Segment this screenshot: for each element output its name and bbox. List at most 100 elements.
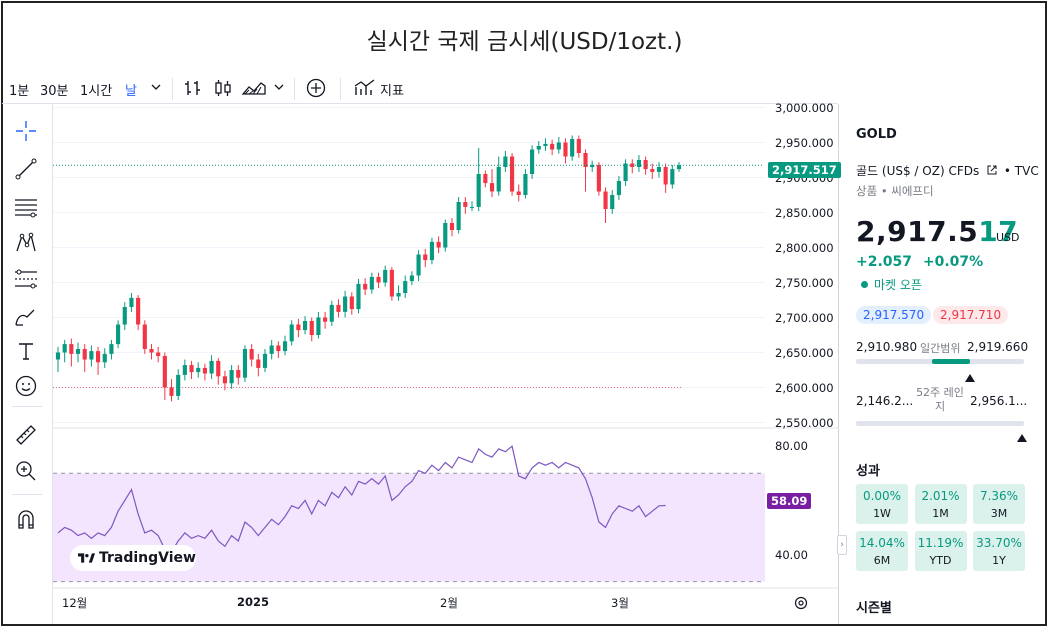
candle-body xyxy=(276,345,281,352)
tradingview-logo-icon xyxy=(78,553,95,563)
performance-value: 11.19% xyxy=(917,536,964,550)
candle-body xyxy=(89,351,94,360)
candle-body xyxy=(576,139,581,153)
bar-chart-type-icon[interactable] xyxy=(183,77,203,103)
candle-body xyxy=(616,181,621,195)
candle-body xyxy=(196,367,201,373)
panel-border xyxy=(838,104,839,624)
external-link-icon[interactable] xyxy=(986,164,998,176)
performance-value: 7.36% xyxy=(979,489,1019,503)
candle-body xyxy=(383,269,388,283)
ask-chip[interactable]: 2,917.710 xyxy=(933,306,1009,324)
candle-chart-type-icon[interactable] xyxy=(213,77,233,103)
emoji-icon[interactable] xyxy=(8,371,44,401)
candle-body xyxy=(256,359,261,368)
candle-body xyxy=(282,341,288,352)
interval-day-button[interactable]: 날 xyxy=(125,84,137,99)
brush-icon[interactable] xyxy=(8,302,44,332)
performance-value: 14.04% xyxy=(859,536,905,550)
candle-body xyxy=(563,142,568,157)
candle-body xyxy=(416,254,421,276)
toolbar-border xyxy=(2,103,838,104)
interval-dropdown-icon[interactable] xyxy=(150,77,162,101)
candle-body xyxy=(356,283,361,310)
price-tick: 2,750.000 xyxy=(775,275,834,290)
performance-value: 2.01% xyxy=(921,489,960,503)
settings-gear-icon[interactable] xyxy=(793,595,809,615)
zoom-in-icon[interactable] xyxy=(8,456,44,486)
candle-body xyxy=(209,360,214,374)
candle-body xyxy=(556,142,561,150)
symbol-name[interactable]: 골드 (US$ / OZ) CFDs xyxy=(856,164,980,178)
performance-value: 0.00% xyxy=(862,489,902,503)
candle-body xyxy=(116,324,121,345)
price-tick: 2,650.000 xyxy=(775,345,834,360)
text-icon[interactable] xyxy=(8,336,44,366)
watermark-text: TradingView xyxy=(99,550,196,566)
candle-body xyxy=(229,370,234,384)
chart-type-dropdown-icon[interactable] xyxy=(273,77,285,101)
toolbar-divider xyxy=(340,78,341,100)
candle-body xyxy=(476,174,481,207)
magnet-icon[interactable] xyxy=(8,505,44,535)
panel-collapse-chevron-icon[interactable]: › xyxy=(837,535,847,555)
candle-body xyxy=(429,241,435,261)
candle-body xyxy=(216,360,221,377)
candle-body xyxy=(463,202,468,207)
rsi-value-tag: 58.09 xyxy=(767,493,812,509)
candle-body xyxy=(122,307,127,325)
candle-body xyxy=(436,241,441,248)
performance-cell[interactable]: 14.04% 6M xyxy=(856,531,908,571)
interval-30m-button[interactable]: 30분 xyxy=(40,84,69,99)
tradingview-watermark[interactable]: TradingView xyxy=(70,545,196,571)
performance-period: YTD xyxy=(929,554,952,567)
candle-body xyxy=(75,349,81,354)
tools-divider xyxy=(12,406,42,407)
day-range-label: 일간범위 xyxy=(920,342,961,355)
day-range-bar xyxy=(856,359,1024,364)
candle-body xyxy=(222,376,228,384)
price-change-row: +2.057 +0.07% xyxy=(856,254,983,270)
candle-body xyxy=(95,351,101,363)
performance-cell[interactable]: 0.00% 1W xyxy=(856,484,908,524)
interval-1m-button[interactable]: 1분 xyxy=(9,84,30,99)
crosshair-icon[interactable] xyxy=(8,116,44,146)
day-range-fill xyxy=(932,359,971,364)
indicators-icon[interactable] xyxy=(353,77,377,103)
candle-body xyxy=(129,297,134,307)
candle-body xyxy=(176,374,181,396)
performance-period: 1Y xyxy=(992,554,1006,567)
performance-cell[interactable]: 11.19% YTD xyxy=(914,531,967,571)
symbol-source: • TVC xyxy=(1003,164,1039,178)
symbol-category: 상품 • 씨에프디 xyxy=(856,184,934,198)
week52-high: 2,956.1... xyxy=(970,394,1028,408)
seasonal-title[interactable]: 시즌별 xyxy=(856,601,892,616)
candle-body xyxy=(162,356,167,388)
candle-body xyxy=(349,296,354,310)
compare-add-icon[interactable] xyxy=(305,77,327,103)
day-low: 2,910.980 xyxy=(856,340,918,354)
pattern-icon[interactable] xyxy=(8,228,44,258)
trend-line-icon[interactable] xyxy=(8,154,44,184)
performance-period: 6M xyxy=(873,554,891,567)
ruler-icon[interactable] xyxy=(8,420,44,450)
horizontal-lines-icon[interactable] xyxy=(8,192,44,222)
candle-body xyxy=(242,349,248,378)
area-chart-type-icon[interactable] xyxy=(241,77,267,103)
performance-cell[interactable]: 7.36% 3M xyxy=(973,484,1025,524)
candle-body xyxy=(182,365,187,375)
price-tick: 2,600.000 xyxy=(775,380,834,395)
candle-body xyxy=(189,365,194,373)
prediction-icon[interactable] xyxy=(8,264,44,294)
performance-title: 성과 xyxy=(856,464,880,479)
performance-cell[interactable]: 2.01% 1M xyxy=(914,484,967,524)
price-tick: 2,950.000 xyxy=(775,135,834,150)
interval-1h-button[interactable]: 1시간 xyxy=(80,84,113,99)
performance-cell[interactable]: 33.70% 1Y xyxy=(973,531,1025,571)
candle-body xyxy=(676,165,682,170)
indicators-button[interactable]: 지표 xyxy=(380,84,404,99)
candle-body xyxy=(109,344,114,354)
bid-chip[interactable]: 2,917.570 xyxy=(856,306,932,324)
tools-divider xyxy=(12,494,42,495)
candle-body xyxy=(623,163,628,181)
